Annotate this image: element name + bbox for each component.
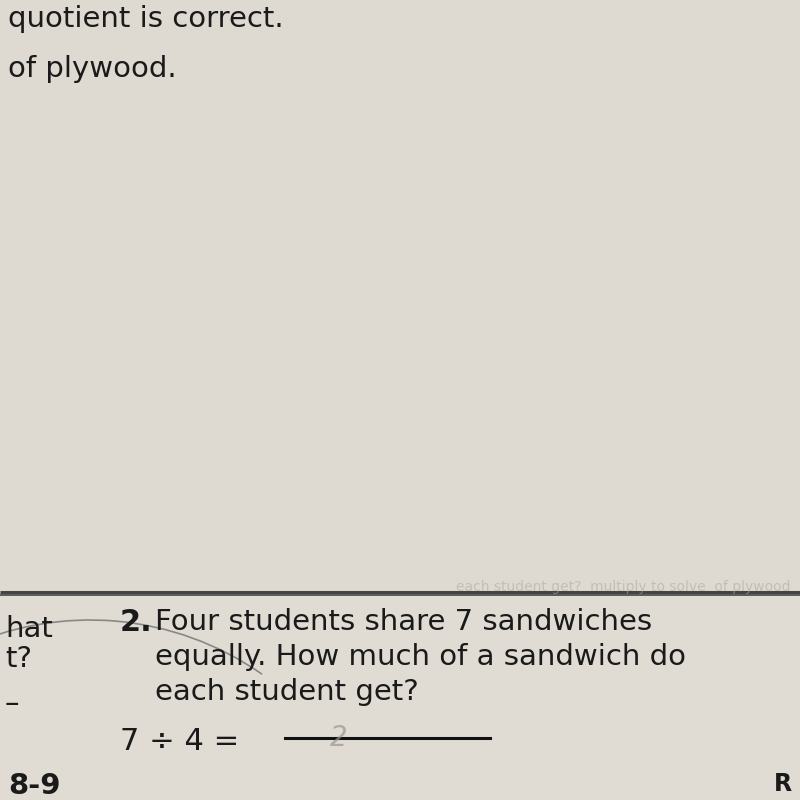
Text: 8-9: 8-9	[8, 772, 61, 800]
Text: each student get?: each student get?	[155, 678, 418, 706]
Bar	[0, 0, 800, 595]
Text: Four students share 7 sandwiches: Four students share 7 sandwiches	[155, 608, 652, 636]
Text: 2.: 2.	[120, 608, 153, 637]
Text: 2: 2	[330, 724, 348, 752]
Text: each student get?  multiply to solve  of plywood: each student get? multiply to solve of p…	[455, 580, 790, 594]
Text: quotient is correct.: quotient is correct.	[8, 5, 284, 33]
Bar	[0, 595, 800, 800]
Text: R: R	[774, 772, 792, 796]
Text: hat: hat	[5, 615, 53, 643]
Text: of plywood.: of plywood.	[8, 55, 177, 83]
Text: t?: t?	[5, 645, 32, 673]
Text: 7 ÷ 4 =: 7 ÷ 4 =	[120, 727, 249, 756]
Text: –: –	[5, 690, 19, 718]
Text: equally. How much of a sandwich do: equally. How much of a sandwich do	[155, 643, 686, 671]
